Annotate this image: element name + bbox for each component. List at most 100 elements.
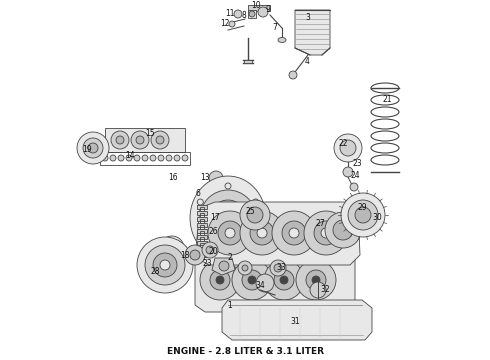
Circle shape [218,208,238,228]
Text: 34: 34 [255,280,265,289]
Circle shape [274,264,282,272]
Circle shape [210,270,230,290]
Circle shape [116,136,124,144]
Polygon shape [220,213,340,250]
Bar [197,241,207,245]
Text: 23: 23 [352,158,362,167]
Circle shape [229,21,235,27]
Text: 23: 23 [202,260,212,269]
Text: 4: 4 [305,58,310,67]
Circle shape [166,155,172,161]
Text: 1: 1 [227,301,232,310]
Circle shape [312,276,320,284]
Circle shape [208,211,252,255]
Bar [200,219,204,223]
Circle shape [250,221,274,245]
Text: 20: 20 [208,248,218,256]
Circle shape [210,200,246,236]
Polygon shape [195,202,360,265]
Text: 33: 33 [276,264,286,273]
Bar [197,223,207,227]
Circle shape [304,211,348,255]
Circle shape [118,155,124,161]
Circle shape [289,228,299,238]
Text: 12: 12 [220,18,230,27]
Circle shape [247,207,263,223]
Text: 25: 25 [245,207,255,216]
Bar [200,237,204,241]
Circle shape [77,132,109,164]
Bar [248,10,256,18]
Circle shape [238,261,252,275]
Circle shape [110,155,116,161]
Circle shape [262,219,288,245]
Text: 11: 11 [225,9,235,18]
Circle shape [218,221,242,245]
Circle shape [232,260,272,300]
Bar [197,229,207,233]
Circle shape [253,199,259,205]
Circle shape [240,200,270,230]
Circle shape [197,231,203,237]
Text: 2: 2 [227,253,232,262]
Circle shape [249,11,255,17]
Circle shape [306,270,326,290]
Circle shape [88,143,98,153]
Circle shape [242,270,262,290]
Circle shape [355,207,371,223]
Circle shape [160,260,170,270]
Text: 24: 24 [350,171,360,180]
Circle shape [272,211,316,255]
Circle shape [160,236,184,260]
Circle shape [248,276,256,284]
Circle shape [282,221,306,245]
Circle shape [253,231,259,237]
Circle shape [200,260,240,300]
Bar [200,243,204,247]
Text: 15: 15 [145,129,155,138]
Circle shape [296,260,336,300]
Circle shape [174,155,180,161]
Circle shape [190,250,200,260]
Bar [213,183,219,187]
Circle shape [83,138,103,158]
Circle shape [256,274,274,292]
Circle shape [270,260,286,276]
Polygon shape [295,10,330,55]
Circle shape [333,220,353,240]
Text: 21: 21 [382,95,392,104]
Circle shape [340,140,356,156]
Circle shape [203,196,211,204]
Text: 9: 9 [265,5,270,14]
Circle shape [142,155,148,161]
Bar [197,247,207,251]
Circle shape [134,155,140,161]
Text: 29: 29 [357,203,367,212]
Text: 28: 28 [150,267,160,276]
Circle shape [348,200,378,230]
Text: 22: 22 [338,139,347,148]
Circle shape [102,155,108,161]
Circle shape [156,136,164,144]
Bar [197,235,207,239]
Circle shape [257,228,267,238]
Bar [200,225,204,229]
Text: 30: 30 [372,213,382,222]
Circle shape [203,203,211,211]
Circle shape [131,131,149,149]
Circle shape [197,199,203,205]
Circle shape [136,136,144,144]
Circle shape [202,242,218,258]
Circle shape [325,212,361,248]
Polygon shape [222,300,372,340]
Text: 31: 31 [290,318,300,327]
Circle shape [240,211,284,255]
Circle shape [225,183,231,189]
Bar [248,5,270,11]
Text: 13: 13 [200,172,210,181]
Circle shape [182,155,188,161]
Circle shape [225,228,235,238]
Text: 3: 3 [305,13,310,22]
Text: 32: 32 [320,285,330,294]
Polygon shape [190,176,266,260]
